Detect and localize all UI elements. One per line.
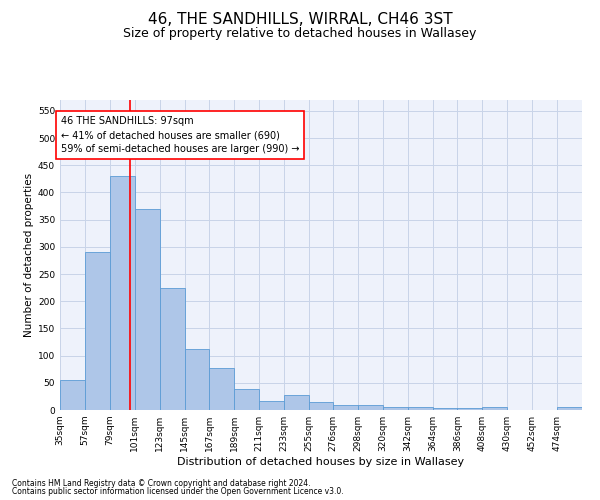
Bar	[358, 404, 383, 410]
Bar	[309, 402, 333, 410]
Bar	[85, 252, 110, 410]
Text: Contains public sector information licensed under the Open Government Licence v3: Contains public sector information licen…	[12, 487, 344, 496]
Bar	[333, 404, 358, 410]
Bar	[457, 408, 482, 410]
X-axis label: Distribution of detached houses by size in Wallasey: Distribution of detached houses by size …	[178, 457, 464, 467]
Text: Size of property relative to detached houses in Wallasey: Size of property relative to detached ho…	[124, 28, 476, 40]
Bar	[185, 348, 209, 410]
Text: 46, THE SANDHILLS, WIRRAL, CH46 3ST: 46, THE SANDHILLS, WIRRAL, CH46 3ST	[148, 12, 452, 28]
Bar	[433, 408, 457, 410]
Text: 46 THE SANDHILLS: 97sqm
← 41% of detached houses are smaller (690)
59% of semi-d: 46 THE SANDHILLS: 97sqm ← 41% of detache…	[61, 116, 299, 154]
Bar	[383, 406, 407, 410]
Y-axis label: Number of detached properties: Number of detached properties	[24, 173, 34, 337]
Text: Contains HM Land Registry data © Crown copyright and database right 2024.: Contains HM Land Registry data © Crown c…	[12, 478, 311, 488]
Bar	[482, 408, 507, 410]
Bar	[135, 209, 160, 410]
Bar	[407, 406, 433, 410]
Bar	[557, 408, 582, 410]
Bar	[209, 368, 235, 410]
Bar	[160, 288, 185, 410]
Bar	[284, 396, 309, 410]
Bar	[259, 401, 284, 410]
Bar	[235, 390, 259, 410]
Bar	[60, 380, 85, 410]
Bar	[110, 176, 135, 410]
